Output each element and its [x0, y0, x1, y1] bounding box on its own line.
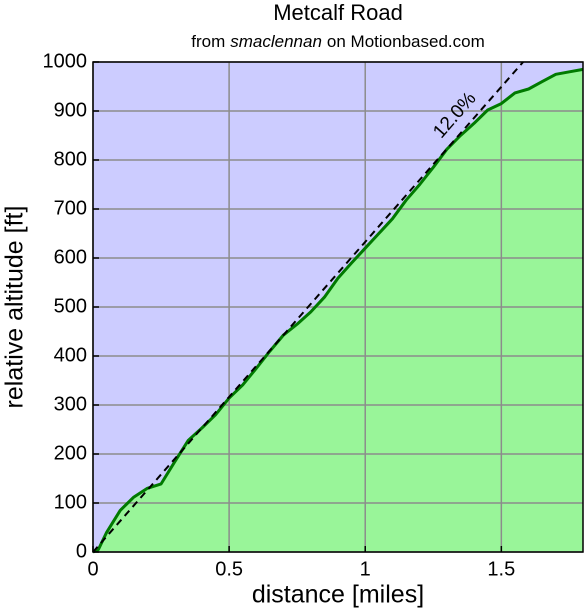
y-tick-label: 200: [54, 442, 87, 464]
subtitle-prefix: from: [191, 32, 225, 51]
x-tick-label: 1: [360, 558, 371, 580]
area-fill: [93, 69, 583, 553]
x-axis-label: distance [miles]: [252, 581, 424, 609]
y-tick-label: 100: [54, 491, 87, 513]
y-tick-label: 300: [54, 393, 87, 415]
x-tick-label: 0.5: [215, 558, 243, 580]
y-tick-label: 500: [54, 295, 87, 317]
y-tick-label: 1000: [43, 50, 88, 72]
subtitle-suffix: on Motionbased.com: [327, 32, 485, 51]
y-tick-label: 400: [54, 344, 87, 366]
subtitle-author: smaclennan: [230, 32, 322, 51]
x-tick-label: 0: [87, 558, 98, 580]
y-tick-label: 800: [54, 148, 87, 170]
x-tick-label: 1.5: [487, 558, 515, 580]
y-tick-label: 600: [54, 246, 87, 268]
reference-line: [92, 61, 524, 553]
y-tick-label: 700: [54, 197, 87, 219]
y-tick-label: 0: [76, 540, 87, 562]
chart-title: Metcalf Road: [273, 0, 403, 25]
chart-subtitle: from smaclennan on Motionbased.com: [191, 32, 485, 51]
profile-line: [92, 67, 584, 554]
y-axis-label: relative altitude [ft]: [1, 206, 29, 409]
y-tick-label: 900: [54, 99, 87, 121]
